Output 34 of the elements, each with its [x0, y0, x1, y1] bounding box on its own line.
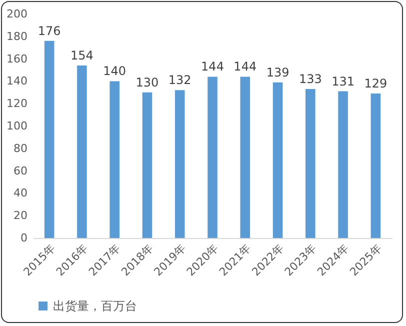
bar: [240, 76, 250, 238]
legend-label: 出货量，百万台: [53, 299, 137, 313]
y-tick-label: 0: [20, 232, 28, 244]
data-label: 176: [38, 24, 61, 38]
data-label: 144: [201, 60, 224, 74]
bar: [77, 66, 87, 238]
bar: [370, 94, 381, 238]
bar: [110, 81, 120, 238]
y-tick-label: 180: [6, 30, 28, 43]
data-label: 129: [364, 76, 388, 91]
bar: [44, 40, 54, 238]
bar: [142, 92, 152, 238]
y-tick-label: 160: [6, 52, 28, 66]
data-label: 140: [103, 64, 126, 78]
data-label: 139: [266, 65, 290, 80]
y-tick-label: 60: [14, 164, 28, 178]
bar: [174, 90, 185, 238]
bar: [272, 82, 283, 238]
data-label: 132: [168, 73, 192, 88]
y-tick-label: 140: [6, 74, 28, 88]
bar: [208, 76, 218, 238]
y-tick-label: 80: [14, 142, 28, 155]
data-label: 130: [136, 75, 159, 90]
y-tick-label: 200: [6, 8, 28, 20]
data-label: 131: [332, 74, 354, 88]
y-tick-label: 20: [14, 209, 28, 222]
y-tick-label: 40: [14, 186, 28, 200]
data-label: 154: [70, 48, 94, 63]
bar: [338, 91, 348, 238]
y-tick-label: 120: [6, 97, 28, 110]
data-label: 144: [234, 60, 257, 74]
y-tick-label: 100: [6, 120, 28, 132]
bar: [306, 89, 316, 238]
data-label: 133: [298, 72, 322, 86]
